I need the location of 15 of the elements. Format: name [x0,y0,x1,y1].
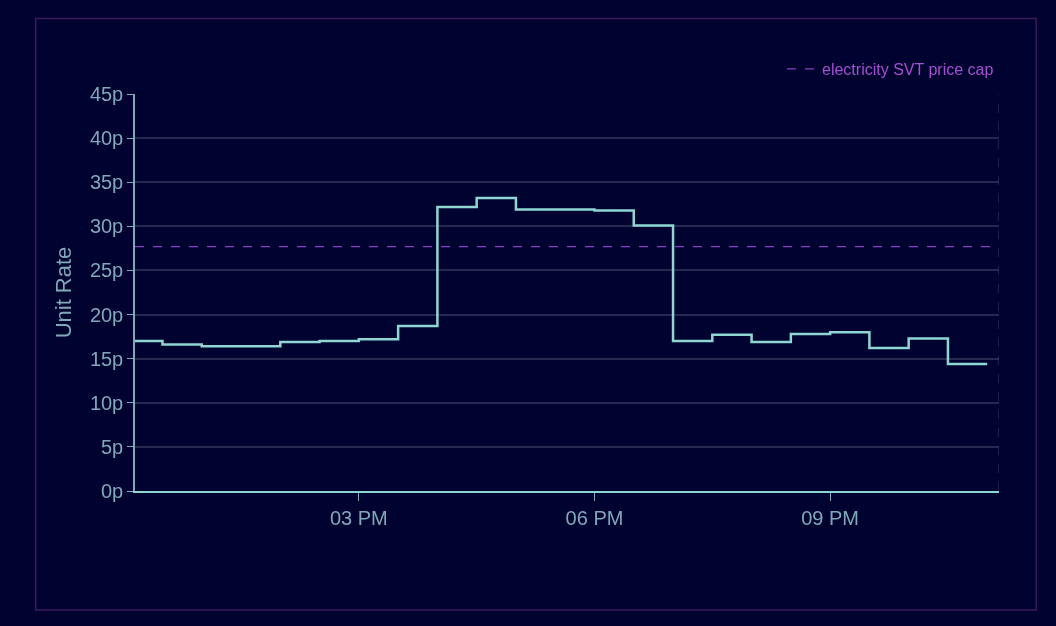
y-tick-label: 20p [89,303,124,326]
y-tick-label: 5p [101,435,124,458]
x-tick-label: 09 PM [801,507,860,529]
y-tick-label: 45p [89,83,124,105]
x-tick-label: 06 PM [565,507,624,529]
y-axis-title: Unit Rate [51,246,77,339]
y-tick-label: 30p [89,215,124,238]
y-tick-label: 15p [89,347,124,370]
legend-label: electricity SVT price cap [822,61,994,79]
y-tick-label: 25p [89,259,124,282]
y-tick-label: 35p [89,171,124,194]
y-tick-label: 40p [89,127,124,150]
y-tick-label: 10p [89,391,124,414]
y-tick-label: 0p [101,480,124,502]
x-tick-label: 03 PM [329,507,388,529]
